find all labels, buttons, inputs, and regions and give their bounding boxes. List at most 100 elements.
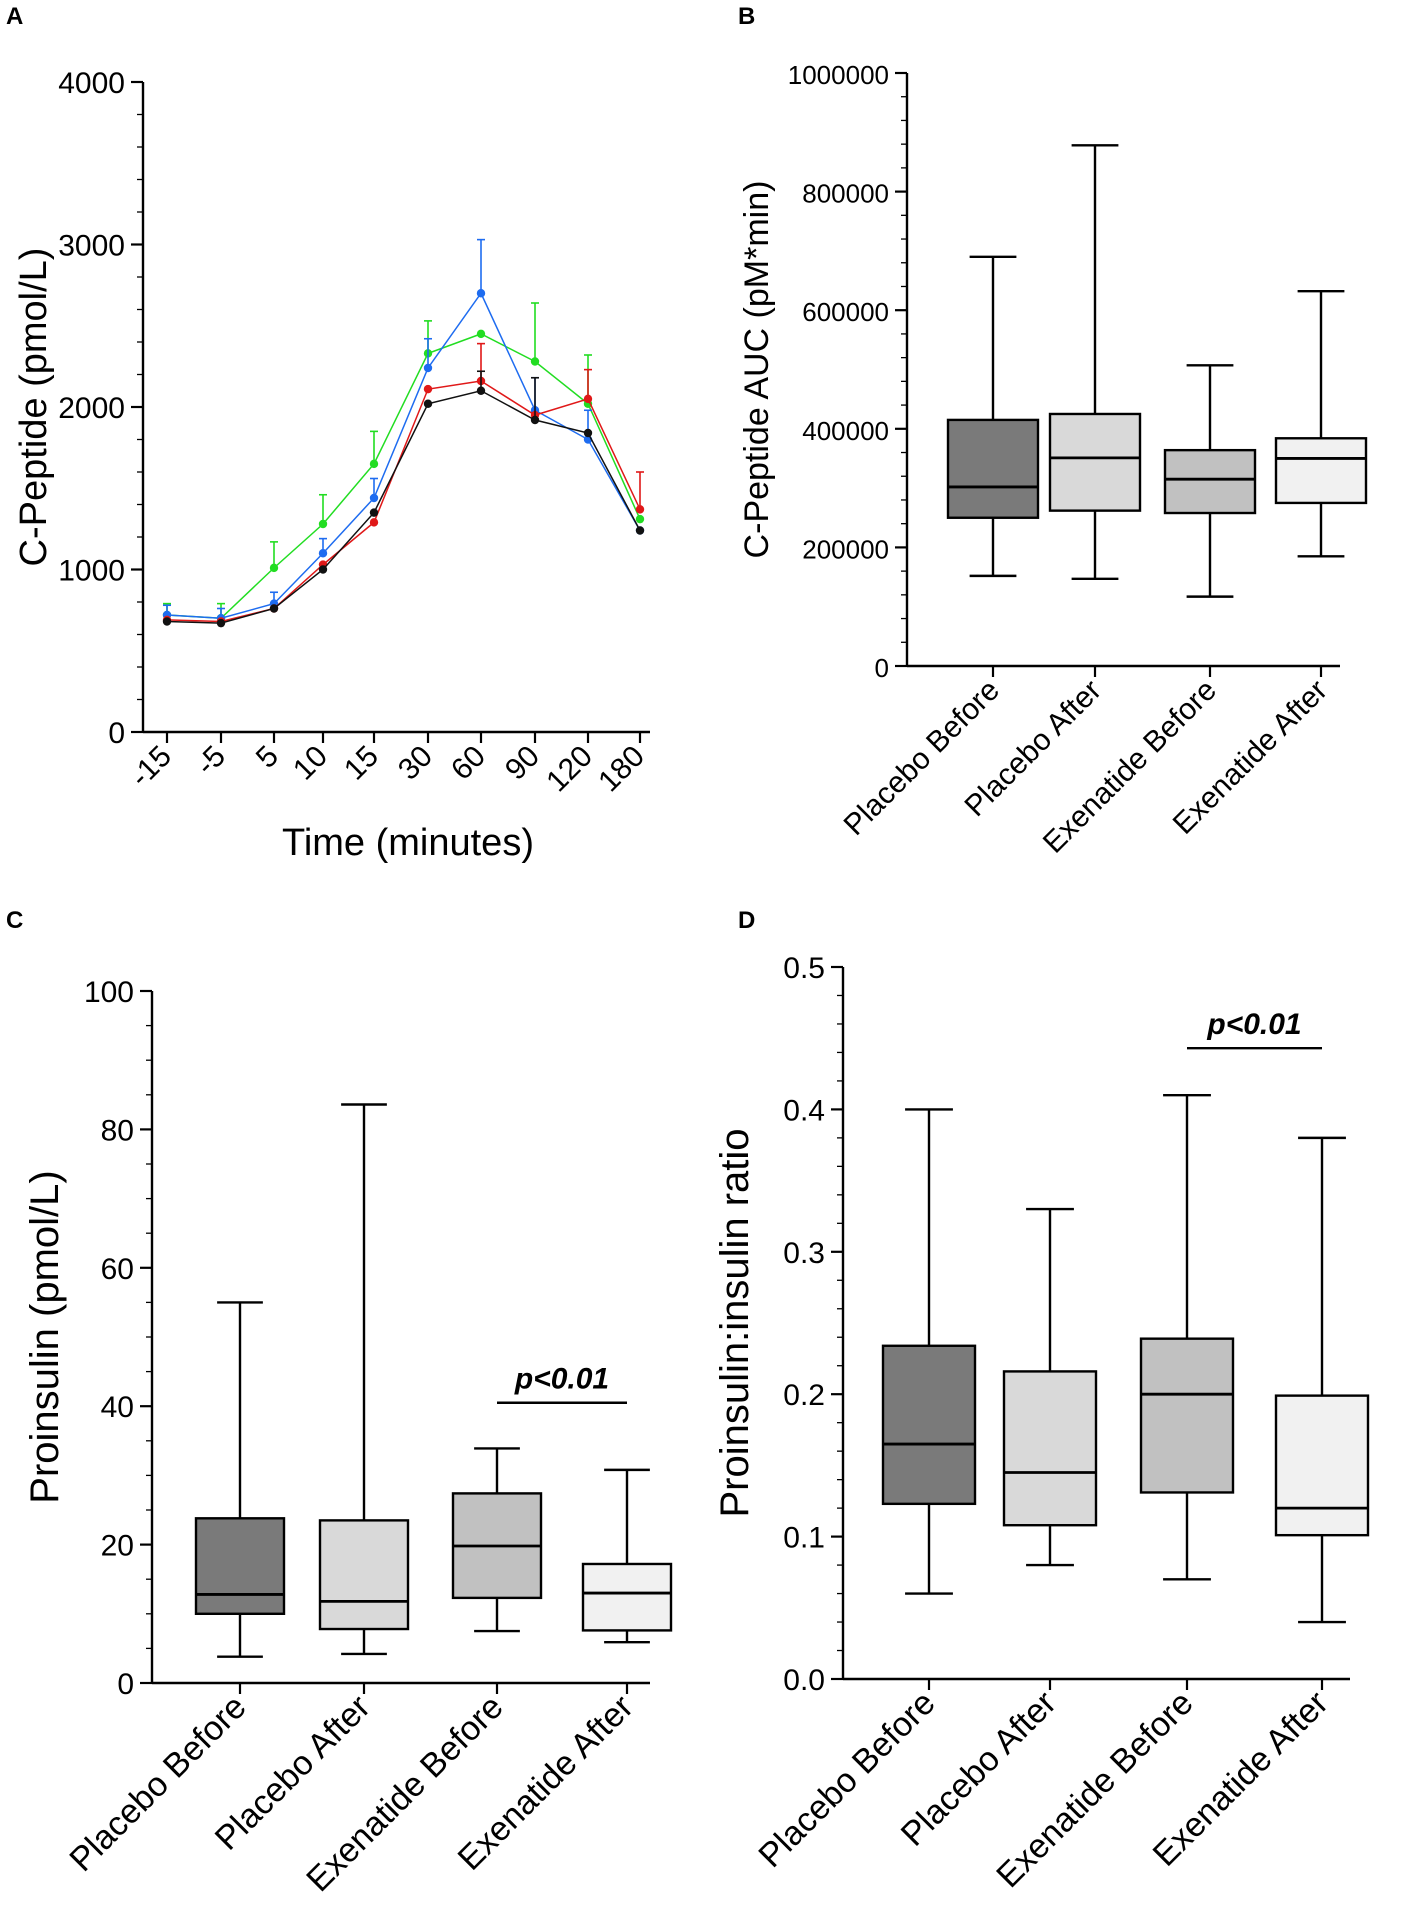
- series-blue: [162, 238, 645, 623]
- data-point: [530, 357, 540, 366]
- series-red: [162, 342, 645, 626]
- data-point: [162, 617, 172, 626]
- data-point: [318, 519, 328, 529]
- series-black: [162, 370, 645, 628]
- data-point: [476, 329, 486, 339]
- series-line: [166, 389, 641, 624]
- data-point: [583, 428, 593, 438]
- box-iqr: [581, 1562, 673, 1632]
- box-iqr: [1048, 412, 1142, 512]
- x-axis-label: Time (minutes): [282, 822, 534, 864]
- y-tick-label: 0.5: [783, 952, 825, 985]
- data-point: [216, 618, 226, 628]
- box-2: [1002, 1207, 1098, 1567]
- y-axis-label: Proinsulin (pmol/L): [23, 1170, 67, 1503]
- y-tick-label: 0: [108, 717, 125, 750]
- data-point: [369, 459, 379, 469]
- x-tick-label: -15: [124, 740, 178, 794]
- chart-panel-d: D 0.0 0.1 0.2 0.3 0.4 0.5 Proinsulin:insulin ra…: [713, 907, 1370, 1895]
- y-tick-label: 4000: [58, 67, 125, 100]
- y-tick-label: 0: [875, 653, 889, 683]
- box-iqr: [318, 1519, 410, 1631]
- y-tick-label: 0.3: [783, 1237, 825, 1270]
- y-tick-label: 1000000: [788, 60, 889, 90]
- box-4: [1274, 1136, 1370, 1624]
- box-1: [946, 255, 1040, 578]
- data-point: [423, 363, 433, 373]
- box-iqr: [1274, 437, 1368, 505]
- series-line: [166, 333, 641, 620]
- y-tick-label: 800000: [802, 179, 889, 209]
- box-4: [581, 1468, 673, 1644]
- y-tick-label: 400000: [802, 416, 889, 446]
- box-3: [1139, 1093, 1235, 1581]
- box-3: [1163, 364, 1257, 598]
- y-tick-label: 3000: [58, 230, 125, 263]
- y-tick-label: 0.1: [783, 1522, 825, 1555]
- y-tick-label: 60: [101, 1253, 134, 1286]
- box-iqr: [1002, 1370, 1098, 1527]
- data-point: [269, 604, 279, 613]
- data-point: [635, 505, 645, 514]
- y-tick-label: 1000: [58, 555, 125, 588]
- x-tick-label: -5: [190, 740, 232, 782]
- x-tick-label: 10: [287, 740, 334, 787]
- x-tick-label: 90: [499, 740, 546, 787]
- x-tick-label: 30: [392, 740, 439, 787]
- panel-label-b: B: [738, 3, 755, 30]
- data-point: [583, 394, 593, 404]
- box-iqr: [194, 1517, 286, 1615]
- data-point: [635, 526, 645, 535]
- box-4: [1274, 290, 1368, 558]
- y-tick-label: 2000: [58, 392, 125, 425]
- y-tick-label: 0.0: [783, 1664, 825, 1697]
- y-axis-label: C-Peptide (pmol/L): [13, 248, 55, 567]
- y-tick-label: 0: [117, 1668, 134, 1701]
- box-2: [318, 1103, 410, 1656]
- data-point: [369, 518, 379, 527]
- data-point: [423, 399, 433, 408]
- box-1: [194, 1301, 286, 1658]
- panel-label-c: C: [6, 907, 23, 934]
- chart-panel-c: C 0 20 40 60 80 100 Proinsulin (pmol/L) Placebo …: [6, 907, 673, 1899]
- y-tick-label: 40: [101, 1391, 134, 1424]
- box-iqr: [881, 1344, 977, 1506]
- box-iqr: [1163, 448, 1257, 515]
- significance-label: p<0.01: [514, 1363, 609, 1396]
- x-tick-label: 60: [445, 740, 492, 787]
- box-3: [451, 1447, 543, 1633]
- data-point: [423, 384, 433, 394]
- y-tick-label: 0.4: [783, 1094, 825, 1127]
- y-axis-label: C-Peptide AUC (pM*min): [738, 181, 776, 559]
- x-tick-label: 120: [540, 740, 599, 799]
- y-tick-label: 0.2: [783, 1379, 825, 1412]
- x-tick-label: 15: [338, 740, 385, 787]
- significance-label: p<0.01: [1206, 1008, 1301, 1041]
- y-tick-label: 100: [84, 976, 134, 1009]
- data-point: [530, 415, 540, 425]
- data-point: [635, 514, 645, 524]
- x-tick-label: 180: [592, 740, 651, 799]
- x-tick-label: 5: [250, 740, 285, 775]
- panel-label-d: D: [738, 907, 755, 934]
- y-tick-label: 20: [101, 1530, 134, 1563]
- chart-panel-b: B 0 200000 400000 600000 800000 1000000 C-Pepti…: [738, 3, 1368, 860]
- y-tick-label: 80: [101, 1114, 134, 1147]
- box-iqr: [946, 418, 1040, 519]
- y-tick-label: 200000: [802, 534, 889, 564]
- box-iqr: [1139, 1337, 1235, 1494]
- data-point: [476, 289, 486, 298]
- data-point: [369, 493, 379, 503]
- series-green: [162, 302, 645, 623]
- x-tick-label: Placebo Before: [62, 1688, 253, 1879]
- data-point: [318, 565, 328, 574]
- box-iqr: [1274, 1394, 1370, 1537]
- data-point: [318, 549, 328, 558]
- box-1: [881, 1108, 977, 1595]
- chart-panel-a: A 0 1000 2000 3000 4000 -15 -5 5 10 15 30 60 90120180…: [6, 3, 651, 864]
- data-point: [476, 386, 486, 395]
- series-line: [166, 291, 641, 620]
- y-axis-label: Proinsulin:insulin ratio: [713, 1128, 757, 1517]
- series-line: [166, 380, 641, 623]
